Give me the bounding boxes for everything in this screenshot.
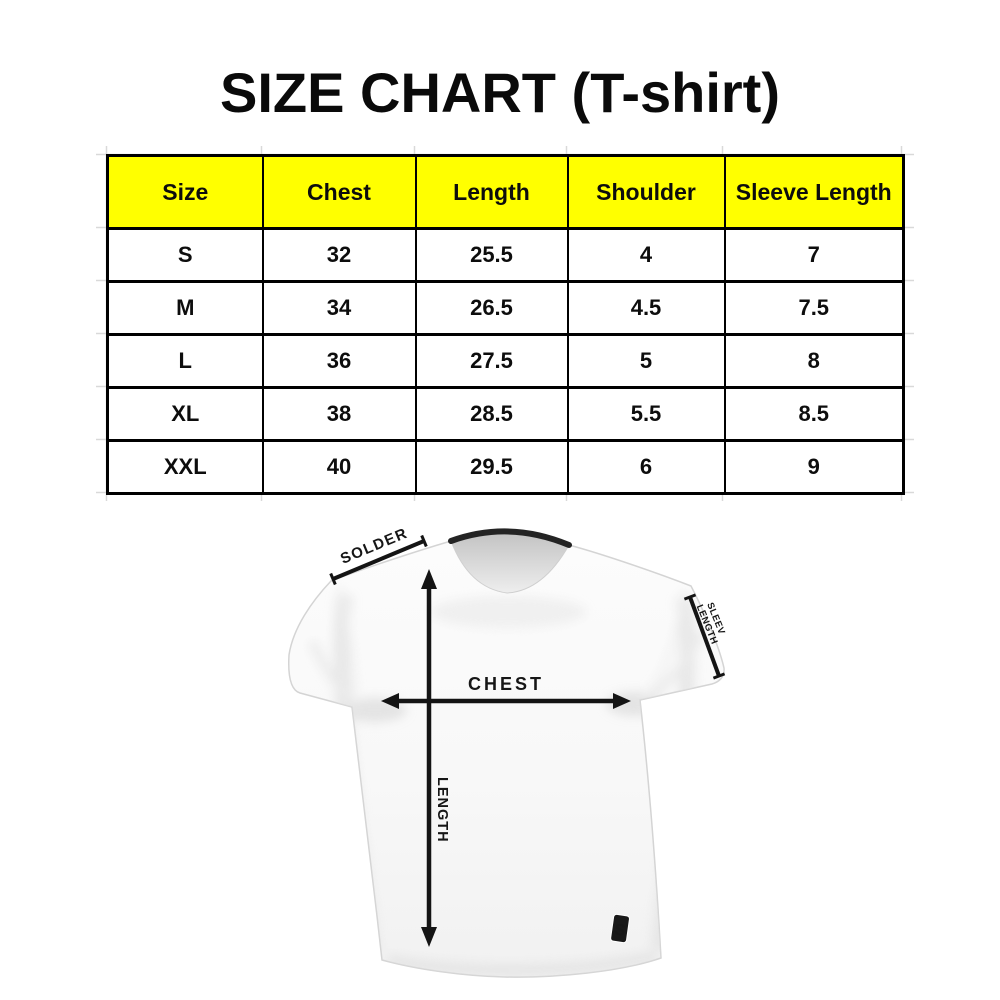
column-header-size: Size [106, 154, 264, 230]
value-cell: 6 [566, 439, 726, 495]
value-cell: 29.5 [414, 439, 569, 495]
value-cell: 28.5 [414, 386, 569, 442]
brand-tag-letter: S [613, 921, 626, 939]
table-row-xl: XL 38 28.5 5.5 8.5 [106, 386, 905, 442]
size-cell: L [106, 333, 264, 389]
value-cell: 7.5 [723, 280, 905, 336]
value-cell: 40 [261, 439, 417, 495]
collar [448, 528, 572, 594]
value-cell: 32 [261, 227, 417, 283]
value-cell: 5.5 [566, 386, 726, 442]
value-cell: 5 [566, 333, 726, 389]
column-header-chest: Chest [261, 154, 417, 230]
value-cell: 8 [723, 333, 905, 389]
size-table-header: Size Chest Length Shoulder Sleeve Length [106, 154, 905, 230]
chest-label: CHEST [468, 674, 544, 694]
table-row-xxl: XXL 40 29.5 6 9 [106, 439, 905, 495]
value-cell: 38 [261, 386, 417, 442]
length-label: LENGTH [434, 777, 450, 843]
table-row-m: M 34 26.5 4.5 7.5 [106, 280, 905, 336]
shoulder-measure-line [329, 534, 428, 586]
value-cell: 4.5 [566, 280, 726, 336]
column-header-sleeve-length: Sleeve Length [723, 154, 905, 230]
table-row-l: L 36 27.5 5 8 [106, 333, 905, 389]
column-header-length: Length [414, 154, 569, 230]
value-cell: 26.5 [414, 280, 569, 336]
size-cell: XXL [106, 439, 264, 495]
column-header-shoulder: Shoulder [566, 154, 726, 230]
length-arrow [421, 569, 437, 947]
chest-arrow [381, 693, 631, 709]
tshirt-silhouette: S [287, 528, 725, 978]
value-cell: 8.5 [723, 386, 905, 442]
value-cell: 34 [261, 280, 417, 336]
value-cell: 25.5 [414, 227, 569, 283]
table-row-s: S 32 25.5 4 7 [106, 227, 905, 283]
value-cell: 36 [261, 333, 417, 389]
size-table-body: S 32 25.5 4 7 M 34 26.5 4.5 7.5 L 36 27.5 5 8 XL 38 28.5 5… [106, 227, 905, 495]
value-cell: 9 [723, 439, 905, 495]
value-cell: 7 [723, 227, 905, 283]
sleeve-measure-line [683, 593, 726, 680]
size-table: Size Chest Length Shoulder Sleeve Length S 32… [106, 154, 905, 495]
size-cell: M [106, 280, 264, 336]
page-title: SIZE CHART (T-shirt) [220, 61, 780, 124]
size-cell: XL [106, 386, 264, 442]
size-cell: S [106, 227, 264, 283]
brand-tag: S [610, 913, 630, 944]
value-cell: 27.5 [414, 333, 569, 389]
value-cell: 4 [566, 227, 726, 283]
